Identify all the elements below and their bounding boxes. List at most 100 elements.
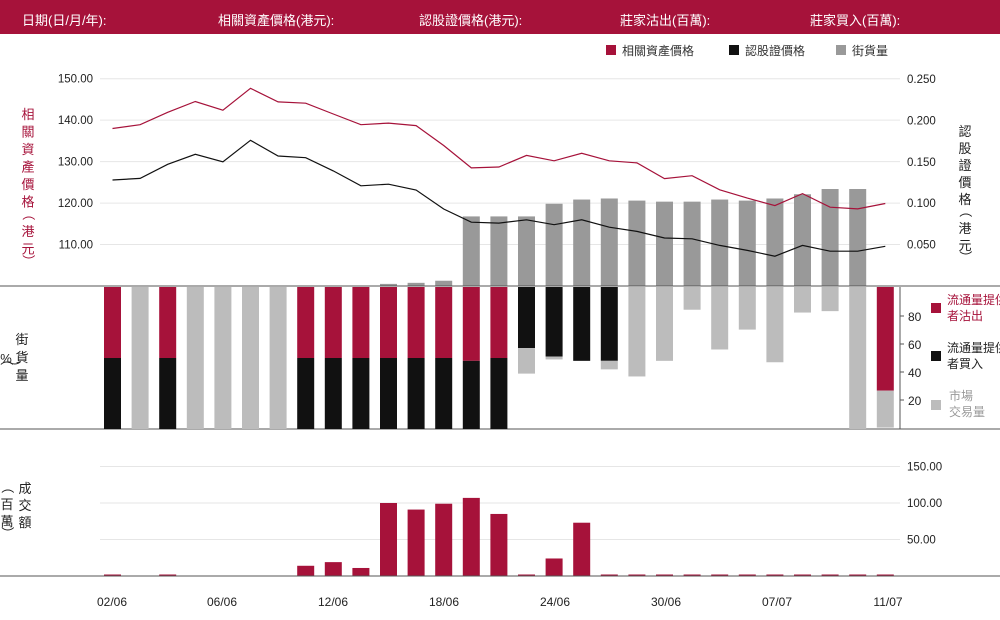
left-tick-label: 150.00	[58, 74, 93, 86]
issuer-buy-bar	[490, 358, 508, 429]
outstanding-bar	[849, 189, 867, 286]
outstanding-bar	[683, 201, 701, 286]
svg-text:貨: 貨	[15, 350, 28, 365]
turnover-bar	[656, 574, 673, 576]
outstanding-bar	[794, 194, 811, 286]
outstanding-bar	[380, 283, 397, 286]
legend-swatch-underlying	[606, 45, 616, 55]
issuer-buy-bar	[462, 360, 480, 429]
legend-swatch-issuer-sell	[931, 303, 941, 313]
legend-swatch-market-volume	[931, 400, 941, 410]
warrant-price-line	[112, 139, 886, 257]
issuer-buy-bar	[435, 358, 453, 429]
turnover-bar	[545, 558, 563, 576]
outstanding-bar	[545, 203, 563, 286]
issuer-sell-bar	[352, 287, 370, 358]
issuer-sell-bar	[324, 287, 342, 358]
svg-text:）: ）	[958, 250, 973, 263]
right-tick-label: 0.050	[907, 240, 936, 252]
svg-text:）: ）	[0, 526, 15, 539]
x-tick-label: 18/06	[429, 595, 459, 609]
svg-text:資: 資	[21, 142, 34, 157]
turnover-bar	[683, 574, 701, 576]
issuer-buy-bar	[104, 358, 121, 429]
turnover-bar	[600, 574, 618, 576]
turnover-bar	[518, 574, 535, 576]
x-tick-label: 02/06	[97, 595, 127, 609]
issuer-buy-bar	[545, 287, 563, 357]
issuer-buy-bar	[380, 358, 397, 429]
turnover-bar	[849, 574, 867, 576]
pct-tick-label: 40	[908, 366, 922, 380]
svg-text:格: 格	[958, 192, 971, 207]
outstanding-bar	[656, 201, 673, 286]
market-volume-bar	[738, 287, 756, 330]
market-volume-bar	[849, 287, 867, 429]
svg-text:（: （	[21, 207, 36, 220]
svg-text:價: 價	[21, 177, 34, 192]
turnover-bar	[821, 574, 839, 576]
issuer-buy-bar	[407, 358, 425, 429]
left-tick-label: 140.00	[58, 115, 93, 127]
pct-axis-percent: %	[0, 351, 12, 366]
legend-swatch-warrant	[729, 45, 739, 55]
issuer-buy-bar	[573, 287, 591, 361]
left-tick-label: 130.00	[58, 157, 93, 169]
outstanding-bar	[766, 198, 784, 286]
pct-tick-label: 20	[908, 394, 922, 408]
svg-text:街: 街	[15, 332, 28, 347]
legend-label-issuer-buy-2: 者買入	[947, 357, 983, 371]
issuer-sell-bar	[462, 287, 480, 361]
turnover-tick-label: 150.00	[907, 462, 942, 474]
svg-text:產: 產	[21, 160, 34, 175]
outstanding-bar	[518, 216, 535, 286]
turnover-bar	[794, 574, 811, 576]
svg-text:交: 交	[18, 498, 31, 513]
svg-text:量: 量	[15, 368, 28, 383]
svg-text:百: 百	[0, 497, 13, 512]
market-volume-bar	[656, 287, 673, 361]
market-volume-bar	[683, 287, 701, 310]
svg-text:元: 元	[21, 242, 34, 257]
market-volume-bar	[711, 287, 729, 350]
legend-label-issuer-sell-2: 者沽出	[947, 309, 983, 323]
issuer-buy-bar	[518, 287, 535, 349]
x-tick-label: 06/06	[207, 595, 237, 609]
svg-text:格: 格	[21, 195, 34, 210]
pct-tick-label: 80	[908, 310, 922, 324]
outstanding-bar	[821, 189, 839, 286]
svg-text:萬: 萬	[0, 514, 13, 529]
issuer-sell-bar	[876, 287, 894, 391]
turnover-tick-label: 100.00	[907, 498, 942, 510]
legend-label-outstanding: 街貨量	[852, 43, 888, 58]
right-axis-label-a: 認股證價格（ 港元）	[958, 124, 973, 264]
turnover-bar	[628, 574, 646, 576]
date-label: 日期(日/月/年):	[22, 13, 107, 28]
outstanding-bar	[407, 282, 425, 286]
turnover-bar	[462, 497, 480, 576]
warrant-price-label: 認股證價格(港元):	[419, 13, 523, 28]
issuer-sell-bar	[159, 287, 177, 358]
pct-axis-label-a: 街貨量	[15, 332, 28, 383]
outstanding-bar	[628, 200, 646, 286]
legend-label-warrant: 認股證價格	[745, 43, 805, 58]
turnover-bar	[104, 574, 121, 576]
turnover-bar	[876, 574, 894, 576]
turnover-bar	[297, 565, 315, 576]
market-volume-bar	[269, 287, 287, 429]
issuer-buy-bar	[600, 287, 618, 361]
market-volume-bar	[600, 360, 618, 370]
market-volume-bar	[214, 287, 232, 429]
svg-text:港: 港	[21, 224, 34, 239]
svg-text:價: 價	[958, 175, 971, 190]
svg-text:港: 港	[958, 221, 971, 236]
market-volume-bar	[876, 390, 894, 428]
legend-swatch-outstanding	[836, 45, 846, 55]
issuer-sell-bar	[104, 287, 121, 358]
svg-text:額: 額	[18, 515, 31, 530]
turnover-axis-label-b: （ 百萬）	[0, 480, 15, 539]
x-tick-label: 24/06	[540, 595, 570, 609]
legend-label-underlying: 相關資產價格	[622, 43, 694, 58]
right-tick-label: 0.200	[907, 115, 936, 127]
